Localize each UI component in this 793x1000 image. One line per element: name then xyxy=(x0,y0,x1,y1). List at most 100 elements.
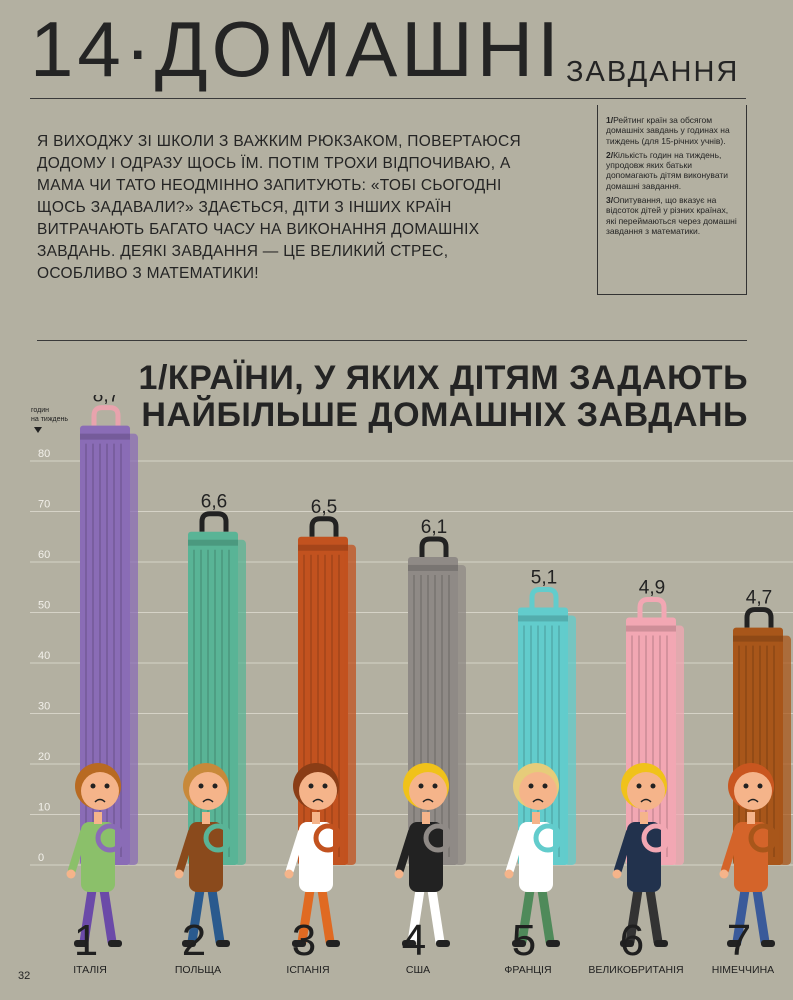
value-label: 5,1 xyxy=(531,567,557,588)
child-eye xyxy=(90,783,96,789)
note-number: 2/ xyxy=(606,149,614,160)
bar-band xyxy=(408,564,458,571)
country-label: НІМЕЧЧИНА xyxy=(712,964,774,976)
note-number: 1/ xyxy=(606,115,614,125)
child-neck xyxy=(422,812,430,824)
child-arm xyxy=(721,828,741,874)
child-leg xyxy=(625,885,643,947)
child-eye xyxy=(542,783,548,789)
child-mouth xyxy=(747,798,759,803)
backpack-handle xyxy=(529,586,559,608)
rank-number: 5 xyxy=(512,916,536,965)
bar-strap xyxy=(454,564,466,865)
child-eye xyxy=(212,783,218,789)
child-hand xyxy=(174,869,184,879)
child-eye xyxy=(322,783,328,789)
child-hand xyxy=(66,869,76,879)
bar-strap xyxy=(564,615,576,865)
child-shoe xyxy=(216,940,230,947)
bar-band xyxy=(188,539,238,546)
child-shoe xyxy=(727,940,741,947)
child-neck xyxy=(640,812,648,824)
child-shoe xyxy=(108,940,122,947)
child-face xyxy=(81,772,119,810)
y-tick-label: 40 xyxy=(38,650,50,662)
y-tick-label: 0 xyxy=(38,852,44,864)
chart-title: 1/КРАЇНИ, У ЯКИХ ДІТЯМ ЗАДАЮТЬ НАЙБІЛЬШЕ… xyxy=(139,360,748,434)
child-shoe xyxy=(654,940,668,947)
value-label: 4,7 xyxy=(746,588,772,609)
intro-text: Я ВИХОДЖУ ЗІ ШКОЛИ З ВАЖКИМ РЮКЗАКОМ, ПО… xyxy=(37,133,521,282)
child-neck xyxy=(94,812,102,824)
child-eye xyxy=(757,783,763,789)
y-tick-label: 70 xyxy=(38,499,50,511)
page-title: 14·ДОМАШНІ xyxy=(30,10,563,88)
child-shoe xyxy=(620,940,634,947)
y-tick-label: 20 xyxy=(38,751,50,763)
child-torso xyxy=(409,822,443,892)
child-hand xyxy=(284,869,294,879)
child-strap xyxy=(641,823,671,853)
bar-strap xyxy=(779,635,791,865)
page-number: 32 xyxy=(18,970,31,982)
y-tick-label: 60 xyxy=(38,549,50,561)
child-arm xyxy=(176,828,196,874)
bar xyxy=(298,536,348,865)
child-shoe xyxy=(761,940,775,947)
value-label: 6,1 xyxy=(421,517,447,538)
note-item: 3/Опитування, що вказує на відсоток діте… xyxy=(606,195,738,236)
child-mouth xyxy=(422,798,434,803)
child-mouth xyxy=(640,798,652,803)
rank-number: 7 xyxy=(727,916,751,965)
bar-strap xyxy=(672,625,684,865)
bar xyxy=(408,556,458,865)
child-arm xyxy=(68,828,88,874)
child-mouth xyxy=(312,798,324,803)
title-dot: · xyxy=(124,5,155,93)
child-neck xyxy=(202,812,210,824)
value-label: 6,6 xyxy=(201,492,227,513)
note-item: 2/Кількість годин на тиждень, упродовж я… xyxy=(606,150,738,191)
child-arm xyxy=(614,828,634,874)
child-face xyxy=(299,772,337,810)
bar-band xyxy=(298,544,348,551)
child-strap xyxy=(748,823,778,853)
country-label: ІСПАНІЯ xyxy=(286,964,329,976)
child-shoe xyxy=(182,940,196,947)
value-label: 6,5 xyxy=(311,497,337,518)
y-tick-label: 50 xyxy=(38,600,50,612)
homework-bar-chart: 0 10 20 30 40 50 60 70 80 годин на тиждень 8,7 1ІТАЛ… xyxy=(30,395,793,976)
child-leg xyxy=(317,885,335,947)
child-torso xyxy=(299,822,333,892)
child-arm xyxy=(286,828,306,874)
chapter-number: 14 xyxy=(30,5,125,93)
bar-strap xyxy=(234,539,246,865)
child-leg xyxy=(427,885,445,947)
child-neck xyxy=(312,812,320,824)
rank-number: 6 xyxy=(620,916,644,965)
backpack-handle xyxy=(637,597,667,618)
child-leg xyxy=(207,885,225,947)
child-leg xyxy=(537,885,555,947)
child-eye xyxy=(104,783,110,789)
chart-title-line1: 1/КРАЇНИ, У ЯКИХ ДІТЯМ ЗАДАЮТЬ xyxy=(138,359,748,397)
child-torso xyxy=(519,822,553,892)
bar-band xyxy=(80,433,130,440)
country-label: ПОЛЬЩА xyxy=(175,964,221,976)
backpack-handle xyxy=(91,405,121,426)
child-leg xyxy=(517,885,535,947)
child-strap xyxy=(423,823,453,853)
backpack-handle xyxy=(199,511,229,532)
bar-strap xyxy=(126,433,138,865)
y-axis-label: годин xyxy=(31,407,49,414)
section-divider xyxy=(37,340,747,341)
child-strap xyxy=(313,823,343,853)
child-leg xyxy=(79,885,97,947)
bar-band xyxy=(733,635,783,642)
y-tick-label: 10 xyxy=(38,802,50,814)
note-text: Опитування, що вказує на відсоток дітей … xyxy=(606,195,737,236)
child-mouth xyxy=(94,798,106,803)
chapter-title: ДОМАШНІ xyxy=(154,5,563,93)
